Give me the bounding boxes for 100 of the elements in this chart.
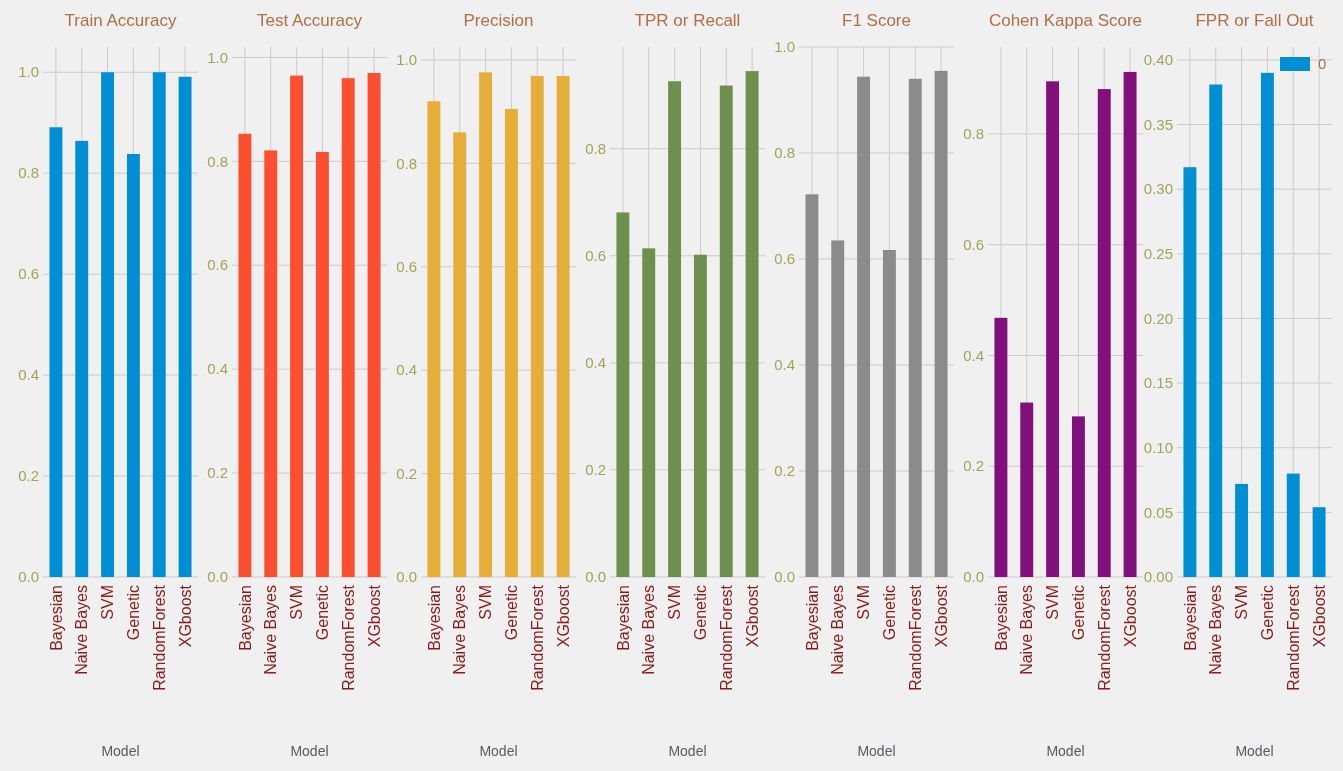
bar: [616, 212, 630, 577]
bar: [1209, 84, 1223, 577]
y-tick-label: 0.2: [585, 461, 606, 479]
chart-title: FPR or Fall Out: [1195, 11, 1314, 30]
bar: [908, 78, 922, 577]
y-tick-label: 0.2: [774, 462, 795, 480]
x-tick-label: RandomForest: [1095, 584, 1113, 691]
x-tick-label: Naive Bayes: [640, 585, 658, 675]
y-tick-label: 1.0: [396, 51, 417, 69]
x-tick-label: Naive Bayes: [262, 585, 280, 675]
bar: [1312, 507, 1326, 577]
x-tick-label: XGboost: [932, 584, 950, 648]
x-axis-title: Model: [101, 743, 140, 759]
x-tick-label: XGboost: [176, 584, 194, 648]
bar: [745, 71, 759, 577]
x-tick-label: RandomForest: [1284, 584, 1302, 691]
x-tick-label: Genetic: [1070, 585, 1088, 641]
bar: [1020, 402, 1034, 577]
y-tick-label: 0.8: [396, 154, 417, 172]
x-tick-label: RandomForest: [717, 584, 735, 691]
y-tick-label: 0.6: [774, 250, 795, 268]
bar: [315, 151, 329, 577]
y-tick-label: 0.2: [963, 457, 984, 475]
x-tick-label: Naive Bayes: [73, 585, 91, 675]
x-tick-label: Bayesian: [992, 585, 1010, 651]
x-tick-label: Genetic: [881, 585, 899, 641]
bar: [126, 154, 140, 577]
x-axis-title: Model: [857, 743, 896, 759]
y-tick-label: 0.6: [585, 247, 606, 265]
x-axis-title: Model: [1046, 743, 1085, 759]
x-tick-label: XGboost: [743, 584, 761, 648]
bar: [1183, 167, 1197, 577]
y-tick-label: 0.8: [774, 144, 795, 162]
chart-title: F1 Score: [842, 11, 911, 30]
x-tick-label: Naive Bayes: [829, 585, 847, 675]
y-tick-label: 0.4: [18, 366, 39, 384]
bar: [264, 150, 278, 577]
x-tick-label: Genetic: [314, 585, 332, 641]
y-tick-label: 0.0: [18, 568, 39, 586]
y-tick-label: 0.8: [18, 164, 39, 182]
x-tick-label: Bayesian: [47, 585, 65, 651]
x-tick-label: Genetic: [1259, 585, 1277, 641]
x-tick-label: RandomForest: [150, 584, 168, 691]
y-tick-label: 0.4: [396, 361, 417, 379]
x-tick-label: SVM: [666, 585, 684, 620]
x-axis-title: Model: [479, 743, 518, 759]
x-axis-title: Model: [668, 743, 707, 759]
bar: [693, 254, 707, 577]
y-tick-label: 0.40: [1143, 51, 1173, 69]
bar: [831, 240, 845, 577]
x-tick-label: XGboost: [554, 584, 572, 648]
bar: [290, 75, 304, 577]
y-tick-label: 0.2: [396, 464, 417, 482]
bar: [75, 140, 89, 577]
y-tick-label: 0.05: [1143, 503, 1173, 521]
x-tick-label: Bayesian: [803, 585, 821, 651]
y-tick-label: 0.35: [1143, 115, 1173, 133]
bar: [857, 76, 871, 577]
x-tick-label: RandomForest: [906, 584, 924, 691]
y-tick-label: 0.0: [774, 568, 795, 586]
y-tick-label: 0.0: [963, 568, 984, 586]
y-tick-label: 0.25: [1143, 245, 1173, 263]
x-tick-label: SVM: [99, 585, 117, 620]
x-tick-label: Naive Bayes: [1207, 585, 1225, 675]
chart-title: Cohen Kappa Score: [988, 11, 1143, 30]
y-tick-label: 0.6: [207, 256, 228, 274]
y-tick-label: 0.0: [207, 568, 228, 586]
y-tick-label: 0.20: [1143, 309, 1173, 327]
x-tick-label: Naive Bayes: [1018, 585, 1036, 675]
y-tick-label: 0.4: [963, 346, 984, 364]
y-tick-label: 0.6: [396, 258, 417, 276]
y-tick-label: 0.6: [18, 265, 39, 283]
bar: [882, 249, 896, 577]
chart-title: TPR or Recall: [634, 11, 741, 30]
x-axis-title: Model: [290, 743, 329, 759]
legend-label: 0: [1318, 55, 1327, 73]
x-tick-label: XGboost: [1310, 584, 1328, 648]
y-tick-label: 0.8: [207, 152, 228, 170]
y-tick-label: 0.2: [18, 467, 39, 485]
x-tick-label: SVM: [477, 585, 495, 620]
x-tick-label: RandomForest: [339, 584, 357, 691]
bar: [1286, 473, 1300, 577]
y-tick-label: 0.30: [1143, 180, 1173, 198]
bar: [719, 85, 733, 577]
y-tick-label: 0.6: [963, 235, 984, 253]
bar: [1123, 71, 1137, 577]
bar: [994, 317, 1008, 577]
y-tick-label: 0.4: [585, 354, 606, 372]
x-tick-label: XGboost: [365, 584, 383, 648]
x-tick-label: XGboost: [1121, 584, 1139, 648]
y-tick-label: 0.0: [396, 568, 417, 586]
x-tick-label: Genetic: [503, 585, 521, 641]
x-tick-label: Genetic: [125, 585, 143, 641]
x-tick-label: SVM: [288, 585, 306, 620]
x-tick-label: Bayesian: [614, 585, 632, 651]
bar: [1046, 81, 1060, 577]
x-tick-label: Bayesian: [1181, 585, 1199, 651]
bar: [1097, 89, 1111, 577]
y-tick-label: 0.2: [207, 464, 228, 482]
y-tick-label: 0.0: [585, 568, 606, 586]
